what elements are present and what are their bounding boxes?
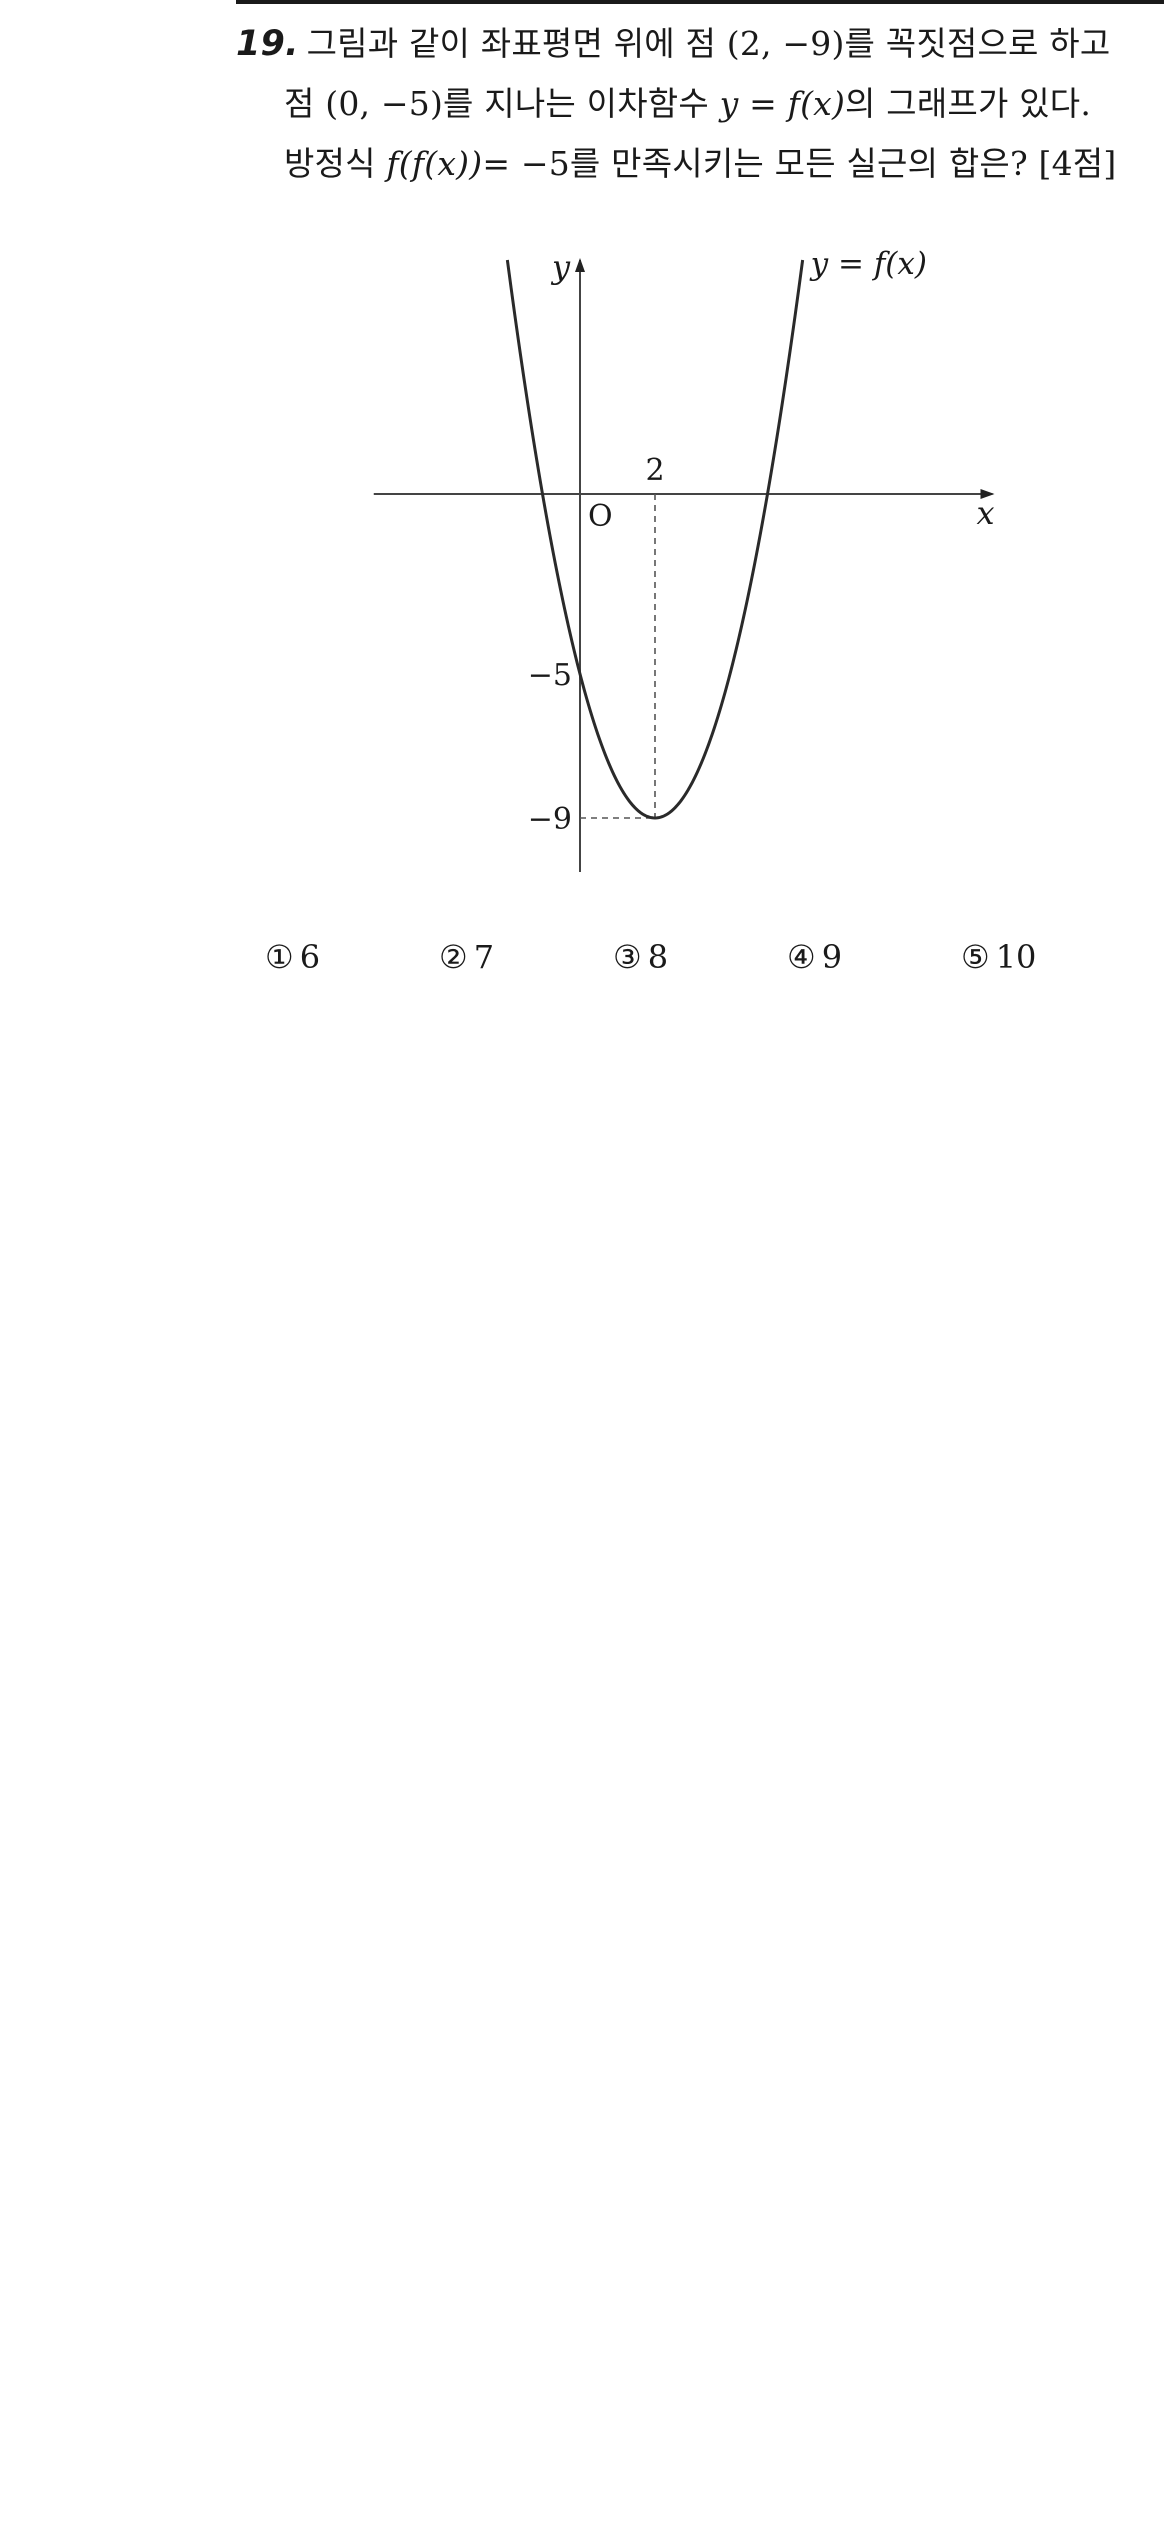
parabola-graph: y x O 2 −5 −9 y = f(x) [373,246,995,872]
choice-1-mark: ① [265,938,294,976]
y-axis-label: y [550,248,571,286]
question-math-2: y = f(x) [719,84,846,123]
question-block: 19. 그림과 같이 좌표평면 위에 점 (2, −9)를 꼭짓점으로 하고 점 … [236,14,1136,194]
question-line-1: 19. 그림과 같이 좌표평면 위에 점 (2, −9)를 꼭짓점으로 하고 [236,14,1136,74]
choice-5-mark: ⑤ [961,938,990,976]
question-math-3: f(f(x)) [386,144,483,183]
x-tick-label-2: 2 [645,453,664,488]
choice-1-value: 6 [299,938,321,976]
question-text-1: 그림과 같이 좌표평면 위에 점 (2, −9)를 꼭짓점으로 하고 [306,24,1111,63]
question-text-3a: 방정식 [284,144,387,183]
choice-4-mark: ④ [787,938,816,976]
origin-label: O [588,499,613,534]
choice-5-value: 10 [995,938,1037,976]
choice-5[interactable]: ⑤ 10 [961,932,1036,982]
question-number: 19. [236,24,299,64]
choice-2-value: 7 [473,938,495,976]
y-tick-label-minus-9: −9 [528,802,572,837]
question-text-2b: 의 그래프가 있다. [845,84,1092,123]
x-axis-label: x [977,494,995,532]
parabola-curve [505,259,805,820]
question-text-3b: = −5를 만족시키는 모든 실근의 합은? [4점] [482,144,1117,183]
choice-3-mark: ③ [613,938,642,976]
top-rule [236,0,1164,4]
y-tick-label-minus-5: −5 [528,658,572,693]
choice-4-value: 9 [821,938,843,976]
curve-label: y = f(x) [809,246,927,282]
choice-2-mark: ② [439,938,468,976]
question-text-2a: 점 (0, −5)를 지나는 이차함수 [284,84,720,123]
question-line-2: 점 (0, −5)를 지나는 이차함수 y = f(x)의 그래프가 있다. [236,74,1136,134]
question-line-3: 방정식 f(f(x))= −5를 만족시키는 모든 실근의 합은? [4점] [236,134,1136,194]
choice-3-value: 8 [647,938,669,976]
